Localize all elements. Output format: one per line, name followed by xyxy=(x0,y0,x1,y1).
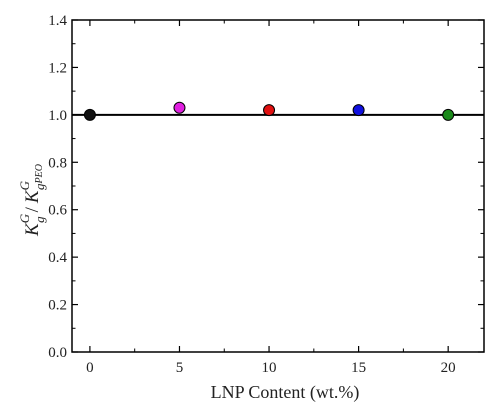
ylabel-num-sub: g xyxy=(32,216,47,223)
ylabel-num-base: K xyxy=(22,222,43,237)
x-tick-label: 20 xyxy=(441,360,456,376)
y-tick-label: 0.6 xyxy=(48,203,67,219)
x-ticks: 0 5 10 15 20 xyxy=(86,20,456,376)
y-tick-label: 1.2 xyxy=(48,60,67,76)
ylabel-num-sup: G xyxy=(17,213,32,223)
x-tick-label: 15 xyxy=(351,360,366,376)
y-ticks: 0.0 0.2 0.4 0.6 0.8 1.0 1.2 1.4 xyxy=(48,13,484,361)
data-point xyxy=(442,108,455,121)
data-point xyxy=(352,104,365,117)
ylabel-den-base: K xyxy=(22,189,43,204)
y-tick-label: 0.0 xyxy=(48,345,67,361)
x-tick-label: 0 xyxy=(86,360,94,376)
data-points xyxy=(83,101,455,121)
data-point xyxy=(263,104,276,117)
ylabel-den-subsub: PEO xyxy=(34,164,45,184)
data-point xyxy=(173,101,186,114)
y-tick-label: 0.2 xyxy=(48,298,67,314)
x-axis-label: LNP Content (wt.%) xyxy=(211,382,360,403)
x-tick-label: 5 xyxy=(176,360,184,376)
ylabel-slash: / xyxy=(22,206,43,212)
y-axis-label: KGg/KGgPEO xyxy=(17,164,47,237)
ylabel-den-sup: G xyxy=(17,180,32,190)
y-tick-label: 1.0 xyxy=(48,108,67,124)
plot-frame xyxy=(71,19,485,353)
y-tick-label: 0.8 xyxy=(48,155,67,171)
y-tick-label: 0.4 xyxy=(48,250,67,266)
y-tick-label: 1.4 xyxy=(48,13,67,29)
x-tick-label: 10 xyxy=(262,360,277,376)
data-point xyxy=(83,108,96,121)
ylabel-den-sub: g xyxy=(32,183,47,190)
